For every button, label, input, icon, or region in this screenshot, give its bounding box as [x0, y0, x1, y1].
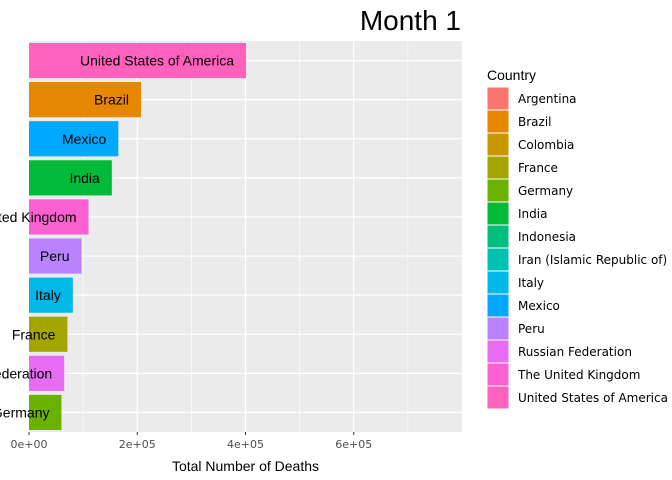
bar: [29, 160, 112, 196]
legend-swatch: [486, 293, 510, 318]
legend-label: Brazil: [518, 115, 552, 129]
legend-swatch: [486, 247, 510, 272]
bars: [29, 42, 247, 431]
bar: [29, 316, 68, 352]
bar: [29, 238, 82, 274]
bar: [29, 199, 89, 235]
legend-label: Colombia: [518, 138, 574, 152]
legend-swatch: [486, 86, 510, 111]
chart-title: Month 1: [360, 5, 461, 36]
legend: Argentina Brazil Colombia France Germany Indi…: [486, 86, 668, 410]
bar-label: Germany: [0, 404, 49, 420]
bar-label: Peru: [40, 248, 70, 264]
legend-label: Iran (Islamic Republic of): [518, 253, 667, 267]
bar-label: Brazil: [94, 92, 129, 108]
legend-label: Indonesia: [518, 230, 576, 244]
bar: [29, 394, 62, 431]
legend-swatch: [486, 385, 510, 410]
x-axis-title: Total Number of Deaths: [172, 458, 319, 474]
legend-swatch: [486, 362, 510, 387]
legend-swatch: [486, 109, 510, 134]
bar-labels: United States of America Brazil Mexico Indi…: [0, 53, 234, 421]
legend-swatch: [486, 316, 510, 341]
legend-swatch: [486, 339, 510, 364]
x-tick-label: 4e+05: [227, 438, 264, 451]
bar-label: Mexico: [62, 131, 107, 147]
legend-swatch: [486, 178, 510, 203]
legend-swatch: [486, 270, 510, 295]
legend-label: Italy: [518, 276, 544, 290]
bar-label: The United Kingdom: [0, 209, 77, 225]
legend-swatch: [486, 201, 510, 226]
bar-label: Russian Federation: [0, 365, 52, 381]
legend-label: Mexico: [518, 299, 560, 313]
legend-swatch: [486, 155, 510, 180]
legend-label: France: [518, 161, 558, 175]
legend-label: Germany: [518, 184, 573, 198]
x-axis-ticks: 0e+00 2e+05 4e+05 6e+05: [11, 432, 372, 451]
legend-label: Argentina: [518, 92, 577, 106]
bar-label: India: [69, 170, 100, 186]
x-tick-label: 0e+00: [11, 438, 48, 451]
legend-label: Peru: [518, 322, 545, 336]
legend-title: Country: [487, 67, 536, 83]
bar: [29, 355, 65, 391]
legend-swatch: [486, 132, 510, 157]
bar: [29, 121, 119, 157]
legend-label: The United Kingdom: [517, 368, 640, 382]
bar-label: United States of America: [80, 53, 234, 69]
bar-label: France: [12, 326, 56, 342]
legend-label: India: [518, 207, 547, 221]
bar: [29, 42, 247, 79]
bar: [29, 277, 73, 313]
bar-label: Italy: [35, 287, 61, 303]
bar: [29, 82, 142, 118]
legend-swatch: [486, 224, 510, 249]
x-tick-label: 6e+05: [335, 438, 372, 451]
legend-label: Russian Federation: [518, 345, 632, 359]
x-tick-label: 2e+05: [119, 438, 156, 451]
legend-label: United States of America: [518, 391, 668, 405]
